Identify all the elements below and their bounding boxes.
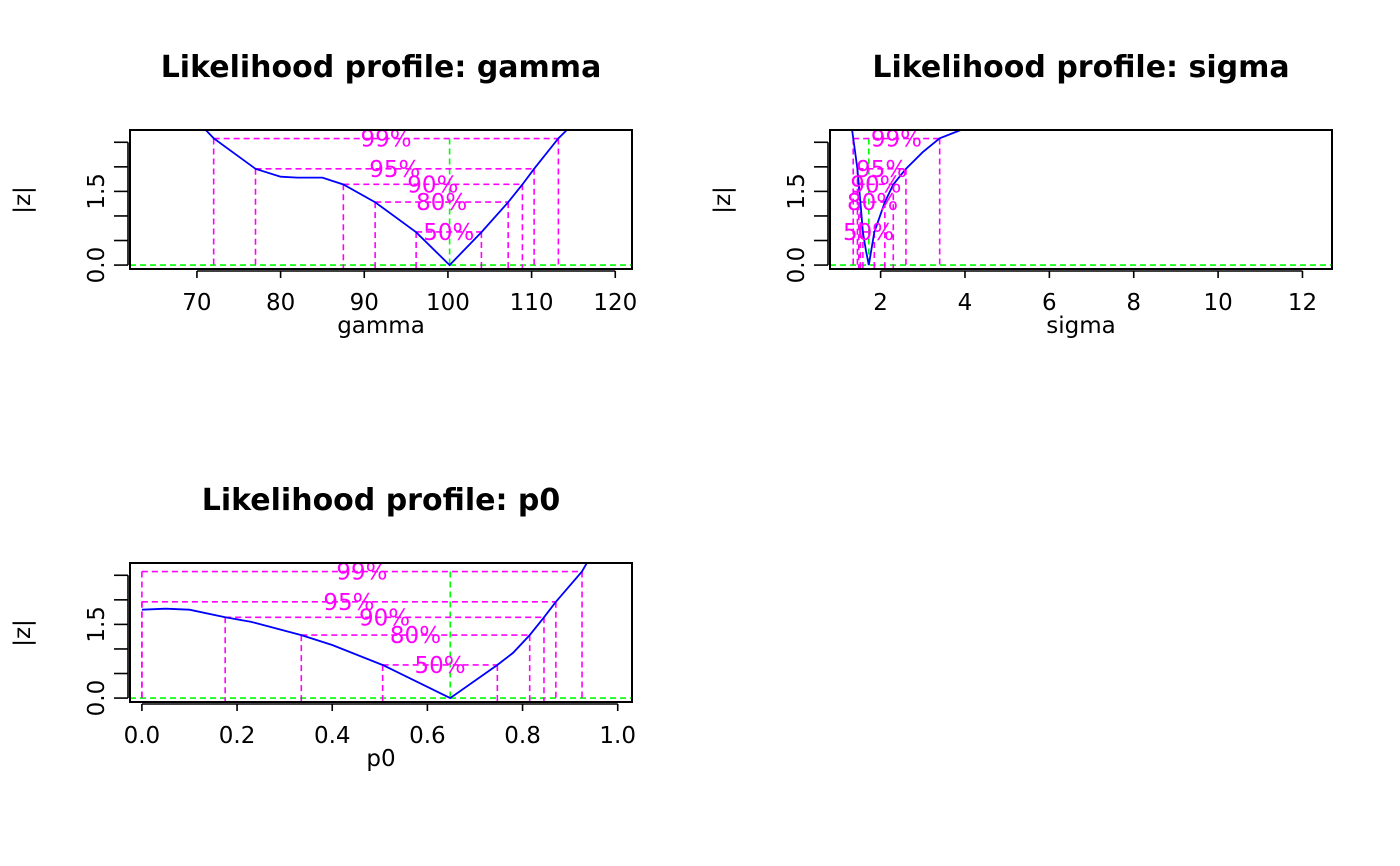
y-axis-label: |z|	[710, 186, 736, 214]
y-tick-label: 0.0	[84, 247, 110, 284]
ci-label: 50%	[423, 220, 474, 246]
panel-sigma: Likelihood profile: sigma 99%95%90%80%50…	[710, 50, 1333, 339]
y-axis: 0.0 1.5	[84, 141, 129, 284]
ci-label: 95%	[856, 157, 907, 183]
y-axis: 0.0 1.5	[84, 574, 129, 717]
x-tick-label: 8	[1126, 290, 1141, 316]
ci-label: 90%	[359, 605, 410, 631]
y-axis-label: |z|	[10, 186, 36, 214]
plot-frame	[129, 129, 633, 270]
y-tick-label: 1.5	[84, 606, 110, 643]
plot-frame	[129, 562, 633, 703]
y-axis: 0.0 1.5	[784, 141, 829, 284]
profile-curve	[141, 563, 588, 700]
x-tick-label: 0.2	[219, 723, 256, 749]
y-axis-label: |z|	[10, 619, 36, 647]
x-axis-label: gamma	[337, 313, 425, 339]
plot-content	[830, 130, 1332, 269]
x-axis: 70 80 90 100 110 120	[182, 270, 637, 316]
y-tick-label: 0.0	[784, 247, 810, 284]
panel-gamma: Likelihood profile: gamma 99%95%90%80%50…	[10, 50, 637, 339]
plot-frame	[829, 129, 1333, 270]
panel-p0: Likelihood profile: p0 99%95%90%80%50%0.…	[10, 483, 636, 772]
ci-label: 95%	[323, 590, 374, 616]
y-tick-label: 1.5	[784, 173, 810, 210]
x-tick-label: 0.8	[504, 723, 541, 749]
x-tick-label: 90	[350, 290, 379, 316]
chart-title: Likelihood profile: gamma	[161, 50, 602, 85]
profile-curve	[851, 130, 964, 266]
x-axis-label: sigma	[1046, 313, 1115, 339]
x-tick-label: 80	[266, 290, 295, 316]
ci-label: 90%	[850, 172, 901, 198]
ci-label: 90%	[407, 172, 458, 198]
x-tick-label: 2	[873, 290, 888, 316]
profile-curve	[204, 130, 569, 267]
ci-label: 80%	[416, 190, 467, 216]
ci-label: 50%	[843, 220, 894, 246]
x-tick-label: 0.0	[124, 723, 161, 749]
x-axis: 2 4 6 8 10 12	[873, 270, 1317, 316]
x-tick-label: 0.4	[314, 723, 351, 749]
x-tick-label: 0.6	[409, 723, 446, 749]
x-tick-label: 110	[510, 290, 554, 316]
x-tick-label: 10	[1203, 290, 1232, 316]
ci-label: 95%	[369, 157, 420, 183]
y-tick-label: 0.0	[84, 680, 110, 717]
ci-label: 80%	[847, 190, 898, 216]
x-tick-label: 120	[593, 290, 637, 316]
x-tick-label: 4	[958, 290, 973, 316]
chart-title: Likelihood profile: p0	[202, 483, 561, 518]
plot-area-sigma: 99%95%90%80%50%2 4 6 8 10 120.01.5	[784, 127, 1332, 316]
x-axis: 0.0 0.2 0.4 0.6 0.8 1.0	[124, 703, 636, 749]
plot-area-p0: 99%95%90%80%50%0.0 0.2 0.4 0.6 0.8 1.00.01.5	[84, 560, 636, 749]
ci-label: 50%	[414, 653, 465, 679]
x-tick-label: 100	[426, 290, 470, 316]
chart-title: Likelihood profile: sigma	[872, 50, 1289, 85]
x-tick-label: 12	[1288, 290, 1317, 316]
x-tick-label: 6	[1042, 290, 1057, 316]
x-tick-label: 1.0	[599, 723, 636, 749]
x-axis-label: p0	[366, 746, 395, 772]
x-tick-label: 70	[182, 290, 211, 316]
plot-content	[130, 130, 632, 269]
ci-label: 80%	[390, 623, 441, 649]
y-tick-label: 1.5	[84, 173, 110, 210]
plot-content	[130, 563, 632, 702]
